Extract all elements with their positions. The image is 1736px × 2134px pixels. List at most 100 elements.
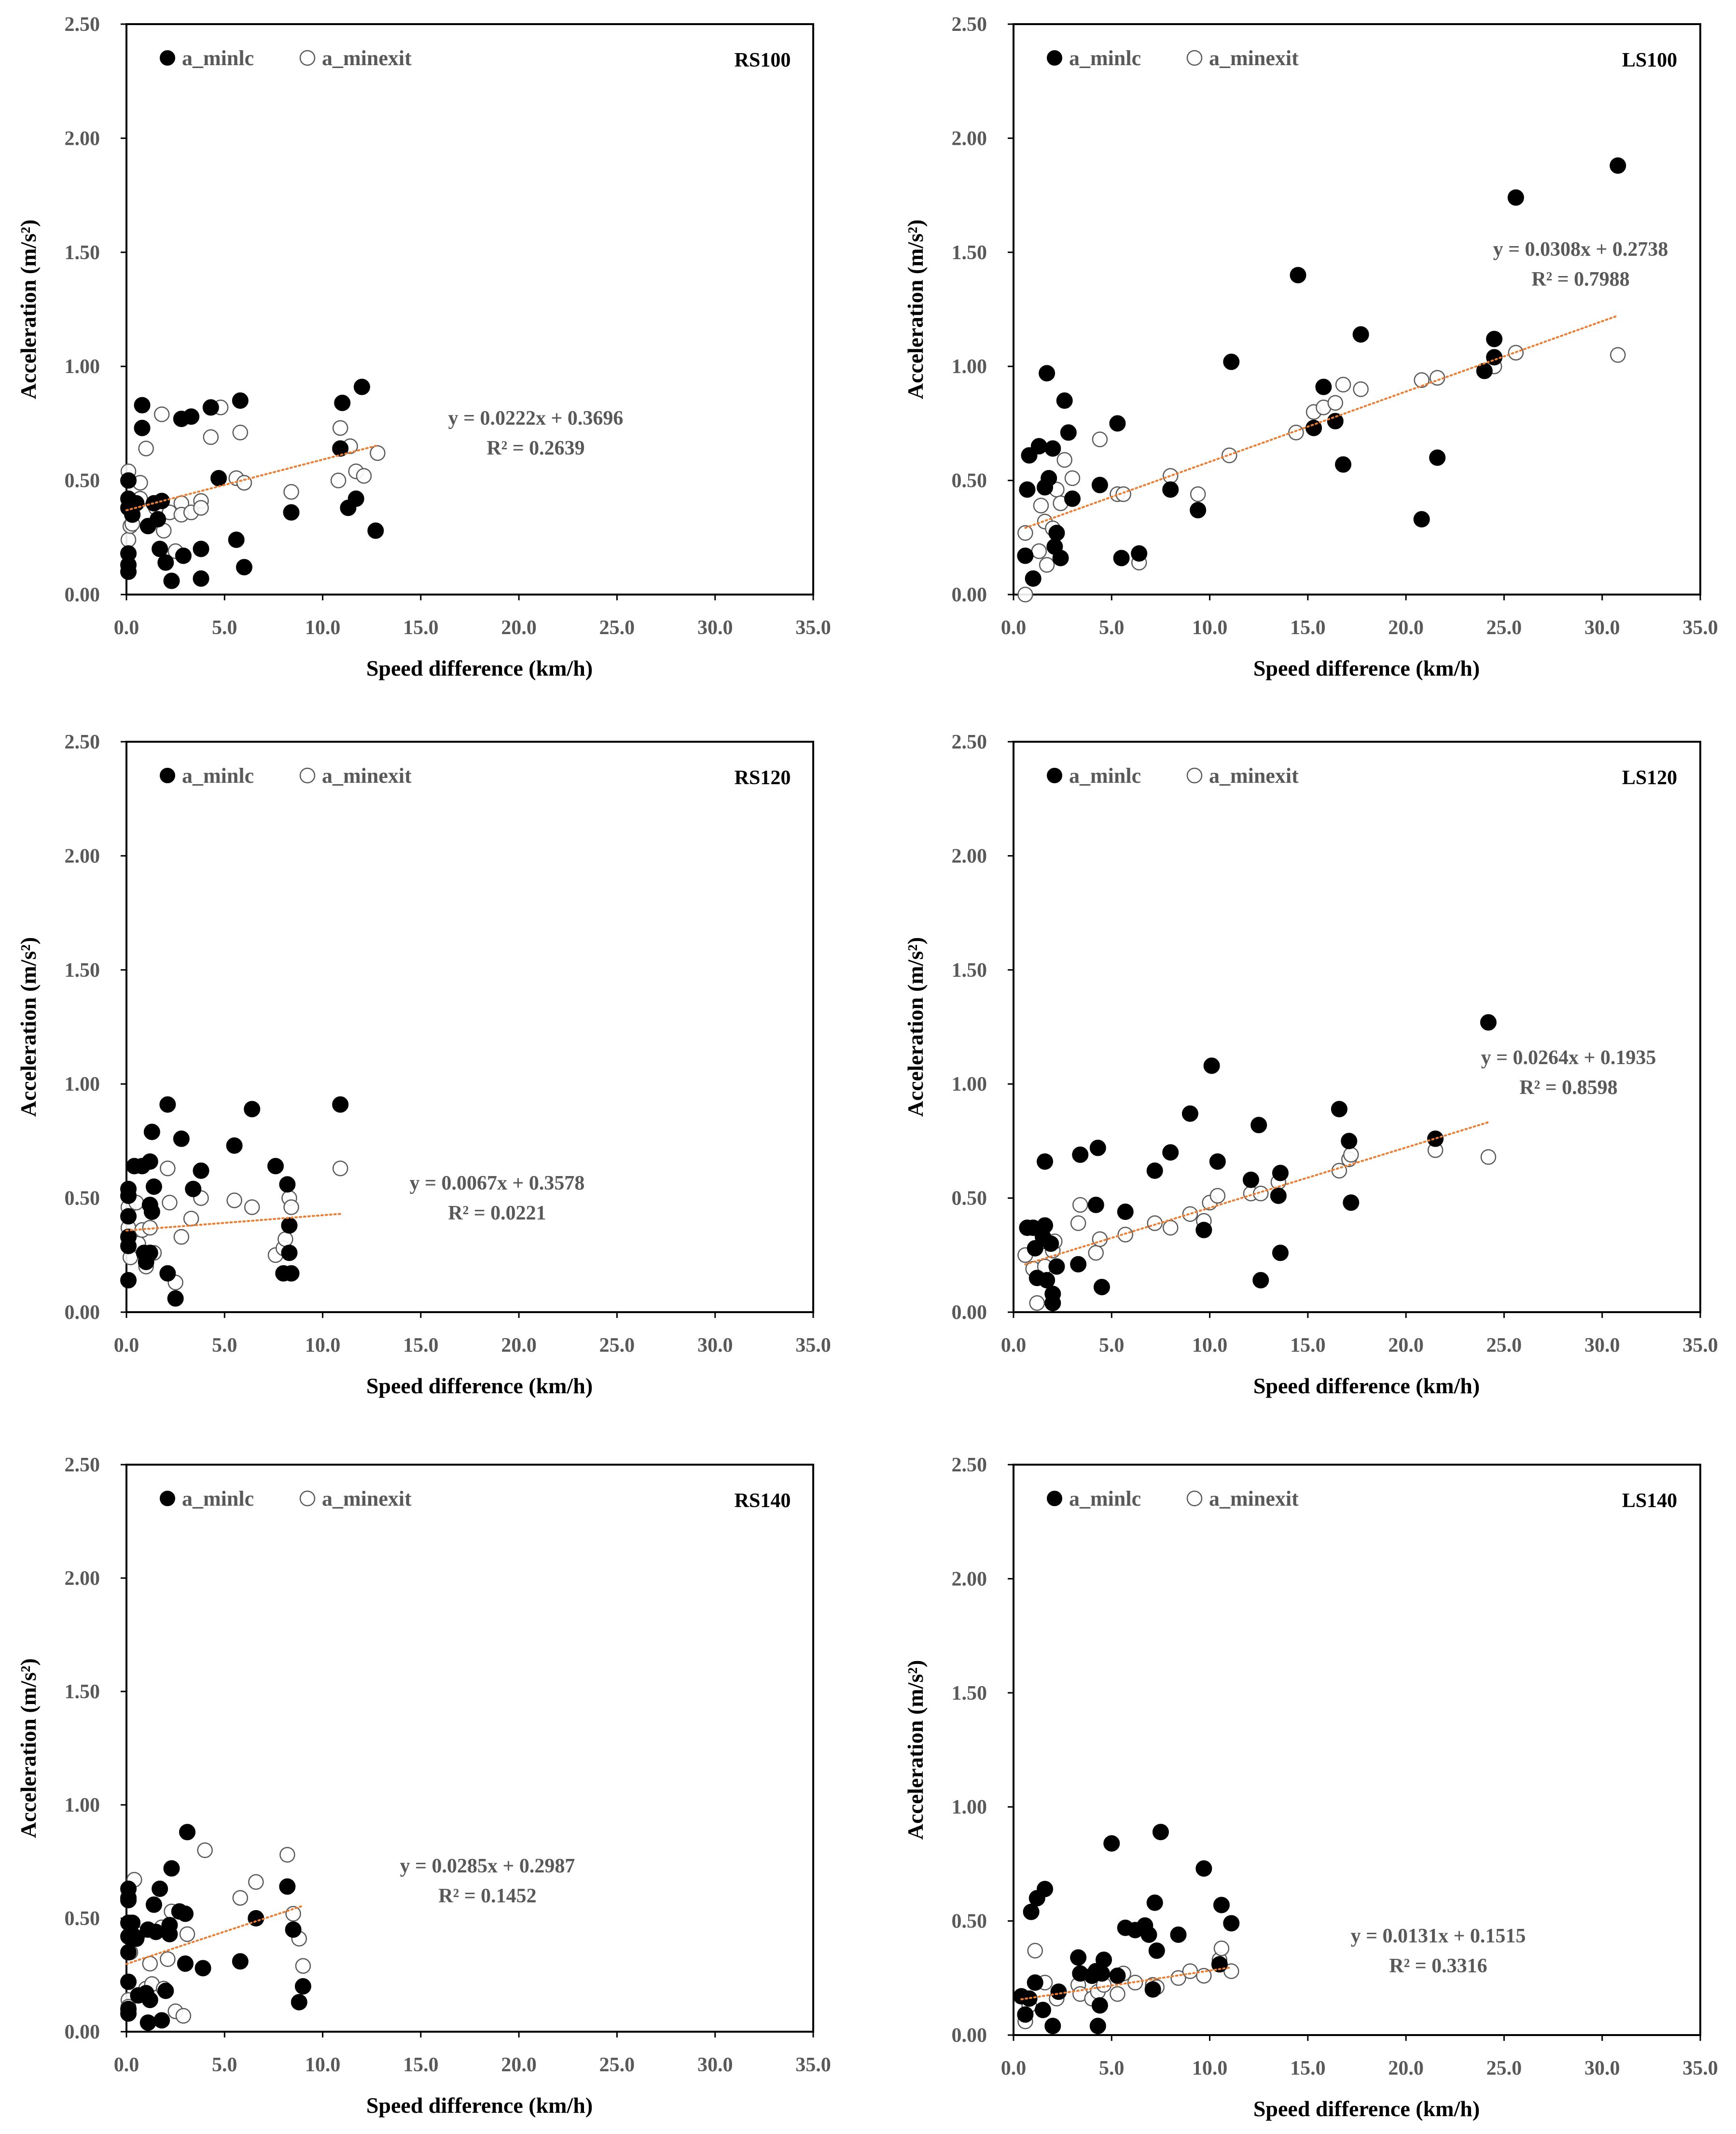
x-axis-title: Speed difference (km/h): [366, 656, 593, 680]
data-point-a-minlc: [1103, 1835, 1120, 1852]
plot-frame: [1013, 741, 1701, 1313]
data-point-a-minexit: [330, 472, 347, 488]
data-point-a-minlc: [167, 1290, 184, 1307]
data-point-a-minlc: [1037, 1881, 1054, 1898]
data-point-a-minlc: [1030, 438, 1047, 455]
trend-line: [125, 1905, 304, 1965]
x-tick-label: 30.0: [697, 1334, 733, 1357]
y-tick-label: 1.00: [952, 1796, 987, 1818]
legend-label-a-minexit: a_minexit: [1209, 1487, 1299, 1510]
data-point-a-minlc: [1272, 1164, 1289, 1181]
x-tick-label: 5.0: [212, 617, 237, 639]
data-point-a-minexit: [193, 500, 209, 516]
data-point-a-minlc: [120, 1187, 137, 1204]
chart-panel-rs120: 0.0 5.0 10.0 15.0 20.0 25.0 30.0 35.0 0.00 0.50 1.…: [16, 731, 831, 1398]
x-tick-label: 5.0: [1099, 2057, 1125, 2079]
data-point-a-minlc: [1089, 1139, 1106, 1156]
data-point-a-minexit: [283, 484, 299, 500]
data-point-a-minexit: [1610, 347, 1626, 363]
data-point-a-minexit: [295, 1958, 311, 1974]
x-tick-label: 30.0: [697, 2054, 733, 2076]
panel-label: LS120: [1622, 767, 1677, 789]
data-point-a-minexit: [179, 1926, 195, 1942]
series-a-minlc: [120, 378, 384, 589]
data-point-a-minexit: [203, 429, 219, 445]
data-point-a-minlc: [1109, 1968, 1126, 1984]
data-point-a-minlc: [347, 490, 364, 507]
data-point-a-minexit: [1092, 431, 1108, 447]
data-point-a-minlc: [1223, 353, 1240, 370]
data-point-a-minlc: [163, 1860, 180, 1877]
data-point-a-minlc: [120, 2005, 137, 2022]
trend-equation: y = 0.0222x + 0.3696: [448, 407, 624, 430]
data-point-a-minexit: [248, 1874, 264, 1890]
data-point-a-minexit: [370, 445, 386, 461]
y-tick-label: 1.00: [952, 1073, 987, 1095]
y-axis-title: Acceleration (m/s²): [903, 937, 928, 1117]
trend-equation: y = 0.0264x + 0.1935: [1481, 1047, 1656, 1069]
data-point-a-minlc: [283, 1265, 300, 1282]
data-point-a-minexit: [138, 441, 154, 457]
data-point-a-minlc: [1429, 449, 1446, 466]
y-tick-label: 0.50: [952, 1911, 987, 1933]
data-point-a-minexit: [1088, 1245, 1104, 1261]
r-squared: R² = 0.8598: [1519, 1077, 1617, 1099]
data-point-a-minlc: [1052, 550, 1069, 567]
data-point-a-minlc: [1042, 1235, 1059, 1252]
series-a-minexit: [1017, 345, 1626, 603]
data-point-a-minlc: [232, 392, 249, 409]
y-tick-label: 0.00: [952, 2024, 987, 2047]
trend-equation: y = 0.0308x + 0.2738: [1493, 238, 1668, 261]
data-point-a-minexit: [120, 532, 137, 548]
y-tick-label: 0.00: [65, 1302, 100, 1324]
chart-panel-ls120: 0.0 5.0 10.0 15.0 20.0 25.0 30.0 35.0 0.00 0.50 1.…: [903, 731, 1718, 1398]
data-point-a-minlc: [332, 440, 349, 457]
data-point-a-minexit: [142, 1955, 158, 1972]
data-point-a-minlc: [120, 1973, 137, 1990]
data-point-a-minlc: [159, 1096, 176, 1113]
x-tick-label: 10.0: [305, 617, 341, 639]
data-point-a-minlc: [173, 1130, 190, 1147]
data-point-a-minlc: [177, 1955, 194, 1972]
data-point-a-minlc: [147, 1924, 164, 1940]
data-point-a-minexit: [1029, 1295, 1045, 1311]
y-tick-label: 0.50: [65, 470, 100, 492]
data-point-a-minlc: [226, 1137, 243, 1154]
data-point-a-minlc: [185, 1180, 202, 1197]
r-squared: R² = 0.0221: [448, 1202, 546, 1224]
legend-marker-filled: [160, 50, 175, 66]
x-tick-label: 15.0: [403, 2054, 439, 2076]
x-tick-label: 5.0: [1099, 617, 1125, 639]
x-tick-label: 5.0: [212, 1334, 237, 1357]
y-axis-title: Acceleration (m/s²): [903, 1660, 928, 1840]
x-tick-label: 25.0: [1486, 2057, 1522, 2079]
legend: a_minlc a_minexit: [1047, 1487, 1299, 1510]
y-tick-label: 1.00: [952, 356, 987, 378]
y-tick-label: 2.50: [65, 14, 100, 36]
data-point-a-minlc: [1413, 511, 1430, 527]
data-point-a-minlc: [334, 394, 351, 411]
data-point-a-minlc: [291, 1994, 307, 2010]
data-point-a-minexit: [1213, 1940, 1230, 1956]
legend-marker-filled: [1047, 1491, 1062, 1506]
data-point-a-minlc: [120, 1272, 137, 1289]
y-tick-label: 1.50: [65, 959, 100, 982]
x-axis-title: Speed difference (km/h): [366, 2093, 593, 2118]
series-a-minlc: [1019, 1014, 1497, 1312]
x-axis-title: Speed difference (km/h): [366, 1373, 593, 1398]
data-point-a-minlc: [152, 1880, 168, 1897]
legend-label-a-minlc: a_minlc: [1069, 46, 1141, 70]
data-point-a-minlc: [150, 511, 167, 527]
data-point-a-minlc: [244, 1101, 261, 1118]
data-point-a-minlc: [124, 1914, 141, 1931]
y-tick-label: 1.50: [952, 242, 987, 264]
data-point-a-minlc: [1131, 545, 1148, 562]
data-point-a-minlc: [1252, 1272, 1269, 1289]
data-point-a-minexit: [1033, 498, 1049, 513]
data-point-a-minexit: [1072, 1197, 1088, 1213]
y-tick-label: 0.50: [952, 470, 987, 492]
data-point-a-minlc: [141, 1992, 158, 2009]
data-point-a-minlc: [285, 1921, 302, 1938]
x-tick-label: 25.0: [1486, 1334, 1522, 1357]
data-point-a-minlc: [1610, 157, 1626, 174]
